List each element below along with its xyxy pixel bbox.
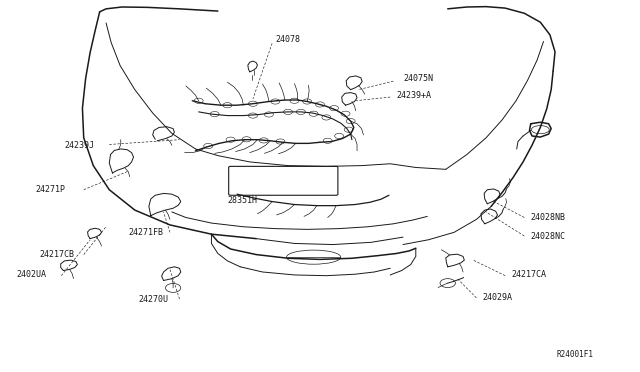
Text: 24078: 24078: [275, 35, 300, 44]
Text: 2402UA: 2402UA: [17, 270, 47, 279]
Text: 24028NC: 24028NC: [531, 231, 566, 241]
Text: R24001F1: R24001F1: [556, 350, 593, 359]
Text: 24217CA: 24217CA: [511, 270, 547, 279]
Text: 24239J: 24239J: [65, 141, 95, 150]
Text: 24271FB: 24271FB: [129, 228, 163, 237]
Text: 28351H: 28351H: [227, 196, 257, 205]
Text: 24271P: 24271P: [36, 185, 66, 194]
Text: 24239+A: 24239+A: [397, 91, 431, 100]
Text: 24217CB: 24217CB: [39, 250, 74, 259]
Text: 24029A: 24029A: [483, 293, 513, 302]
Text: 24270U: 24270U: [138, 295, 168, 304]
Text: 24028NB: 24028NB: [531, 213, 566, 222]
Text: 24075N: 24075N: [403, 74, 433, 83]
